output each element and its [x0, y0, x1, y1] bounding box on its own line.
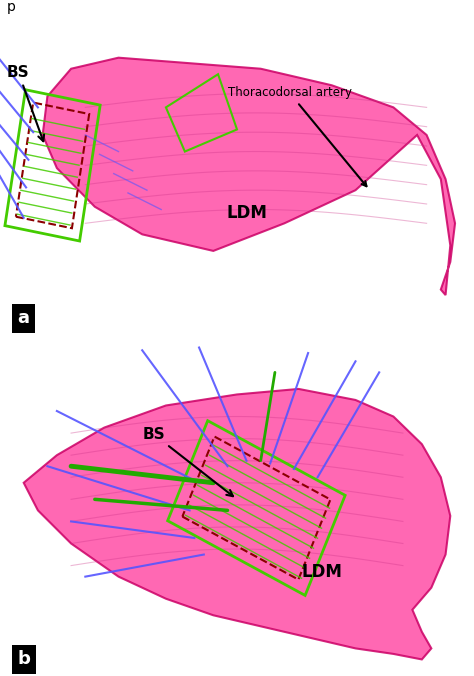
Text: Thoracodorsal artery: Thoracodorsal artery: [228, 87, 366, 187]
Text: a: a: [18, 309, 30, 327]
Bar: [182, 437, 330, 579]
Text: BS: BS: [142, 427, 233, 496]
Text: p: p: [7, 0, 16, 14]
Text: LDM: LDM: [302, 562, 343, 581]
Bar: [16, 103, 89, 228]
Text: LDM: LDM: [226, 203, 267, 222]
Text: BS: BS: [7, 65, 44, 141]
Polygon shape: [43, 57, 455, 295]
Text: b: b: [17, 650, 30, 669]
Bar: [168, 420, 345, 596]
Bar: [5, 90, 100, 241]
Polygon shape: [24, 389, 450, 660]
